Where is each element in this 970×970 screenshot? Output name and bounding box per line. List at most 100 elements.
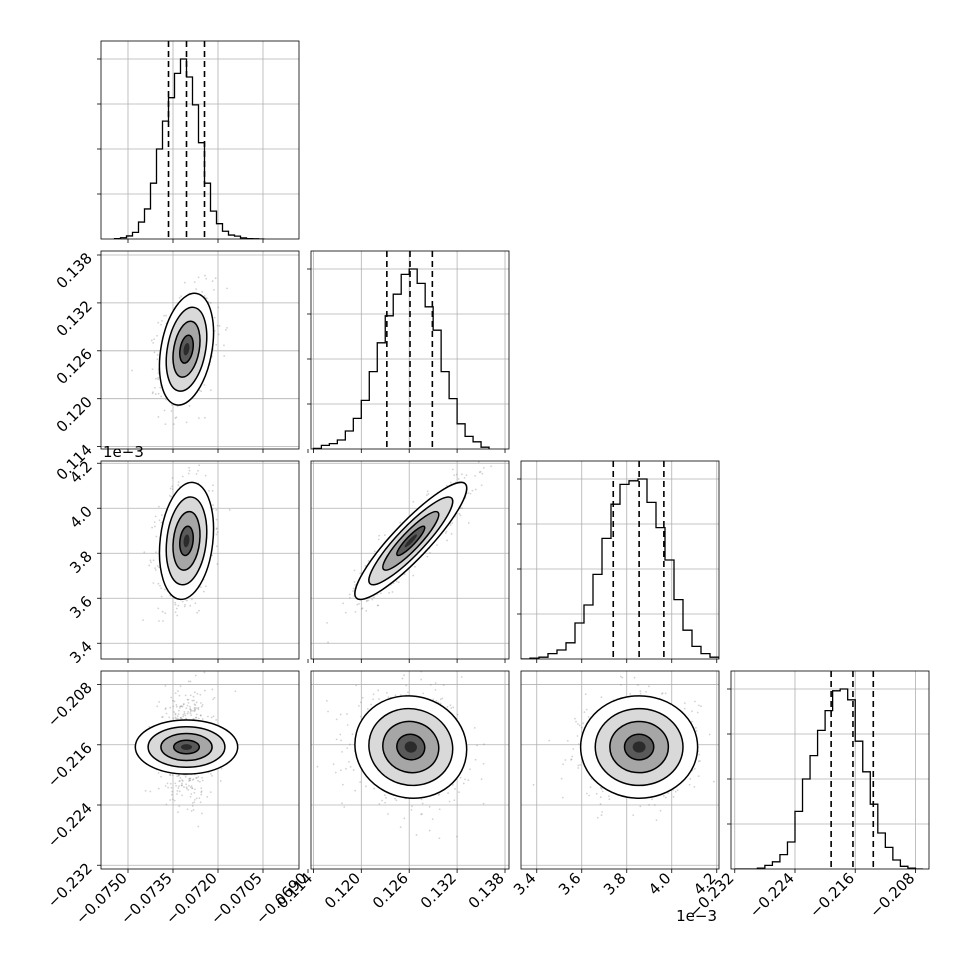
scatter-point <box>197 417 200 420</box>
scatter-point <box>191 699 194 702</box>
scatter-point <box>548 739 551 742</box>
scatter-point <box>153 351 156 354</box>
scatter-point <box>192 699 195 702</box>
scatter-point <box>394 694 397 697</box>
scatter-point <box>215 508 218 511</box>
scatter-point <box>713 780 715 783</box>
scatter-point <box>407 691 409 694</box>
scatter-point <box>152 341 155 344</box>
scatter-point <box>196 692 199 695</box>
scatter-point <box>465 474 468 477</box>
scatter-point <box>196 611 199 614</box>
scatter-point <box>181 780 184 782</box>
scatter-point <box>377 604 380 607</box>
scatter-point <box>152 559 155 562</box>
scatter-point <box>213 696 216 699</box>
scatter-point <box>158 566 160 569</box>
scatter-point <box>193 801 196 804</box>
scatter-point <box>584 693 587 696</box>
scatter-point <box>432 698 435 701</box>
contour-line-2 <box>147 726 226 769</box>
scatter-point <box>481 472 484 475</box>
scatter-point <box>191 802 194 804</box>
scatter-point <box>197 276 200 279</box>
contour-line-3 <box>579 695 699 799</box>
scatter-point <box>421 802 424 805</box>
scatter-point <box>373 550 376 553</box>
scatter-point <box>158 519 161 522</box>
scatter-point <box>198 464 201 467</box>
scatter-point <box>601 811 604 813</box>
scatter-point <box>178 790 181 793</box>
scatter-point <box>169 706 172 709</box>
scatter-point <box>188 778 191 780</box>
scatter-point <box>214 277 217 280</box>
axes-frame-2-1 <box>310 460 510 660</box>
scatter-point <box>352 587 355 590</box>
scatter-point <box>334 771 337 774</box>
scatter-point <box>148 725 151 728</box>
scatter-point <box>365 610 368 612</box>
density-panel-1-0 <box>101 251 299 449</box>
scatter-point <box>152 582 155 584</box>
scatter-point <box>366 707 369 710</box>
histogram-step-3 <box>734 688 923 869</box>
scatter-point <box>174 611 177 614</box>
scatter-point <box>177 774 180 777</box>
scatter-point <box>177 604 180 607</box>
scatter-point <box>177 811 179 814</box>
scatter-point <box>186 787 188 790</box>
scatter-point <box>162 620 164 622</box>
scatter-point <box>148 564 151 567</box>
scatter-point <box>156 358 159 361</box>
contour-line-0 <box>172 739 201 755</box>
scatter-point <box>599 796 602 799</box>
scatter-point <box>426 490 429 493</box>
scatter-point <box>366 599 368 602</box>
contour-line-1 <box>160 732 213 762</box>
scatter-point <box>188 777 191 780</box>
scatter-point <box>449 704 452 707</box>
contour-line-0 <box>623 733 655 761</box>
scatter-point <box>422 692 425 695</box>
scatter-point <box>577 723 579 725</box>
scatter-point <box>175 607 178 610</box>
histogram-step-1 <box>312 268 490 449</box>
scatter-point <box>177 690 179 693</box>
scatter-point <box>207 715 209 718</box>
scatter-point <box>218 325 221 327</box>
scatter-point <box>164 708 167 711</box>
scatter-point <box>191 805 194 807</box>
scatter-point <box>160 323 162 326</box>
axes-frame-3-2 <box>520 670 720 870</box>
scatter-point <box>341 783 344 786</box>
scatter-point <box>342 602 345 605</box>
scatter-point <box>199 801 202 804</box>
scatter-point <box>344 611 347 614</box>
axes-frame-3-1 <box>310 670 510 870</box>
scatter-point <box>203 689 206 692</box>
scatter-point <box>193 710 196 713</box>
scatter-point <box>346 713 348 715</box>
axes-frame-3-3 <box>730 670 930 870</box>
scatter-point <box>385 796 387 799</box>
scatter-point <box>160 521 163 524</box>
scatter-point <box>181 784 183 787</box>
scatter-point <box>674 790 677 793</box>
contour-line-2 <box>165 496 208 586</box>
scatter-point <box>478 471 481 474</box>
scatter-point <box>191 787 194 790</box>
scatter-point <box>181 782 183 785</box>
scatter-point <box>372 596 375 599</box>
scatter-point <box>193 791 196 794</box>
scatter-point <box>157 416 160 418</box>
scatter-point <box>600 814 603 816</box>
scatter-point <box>203 294 206 297</box>
scatter-point <box>169 774 172 777</box>
scatter-point <box>355 684 358 687</box>
scatter-point <box>169 799 172 801</box>
scatter-point <box>695 726 697 729</box>
scatter-point <box>435 699 438 702</box>
scatter-point <box>456 835 458 838</box>
scatter-point <box>699 760 701 762</box>
